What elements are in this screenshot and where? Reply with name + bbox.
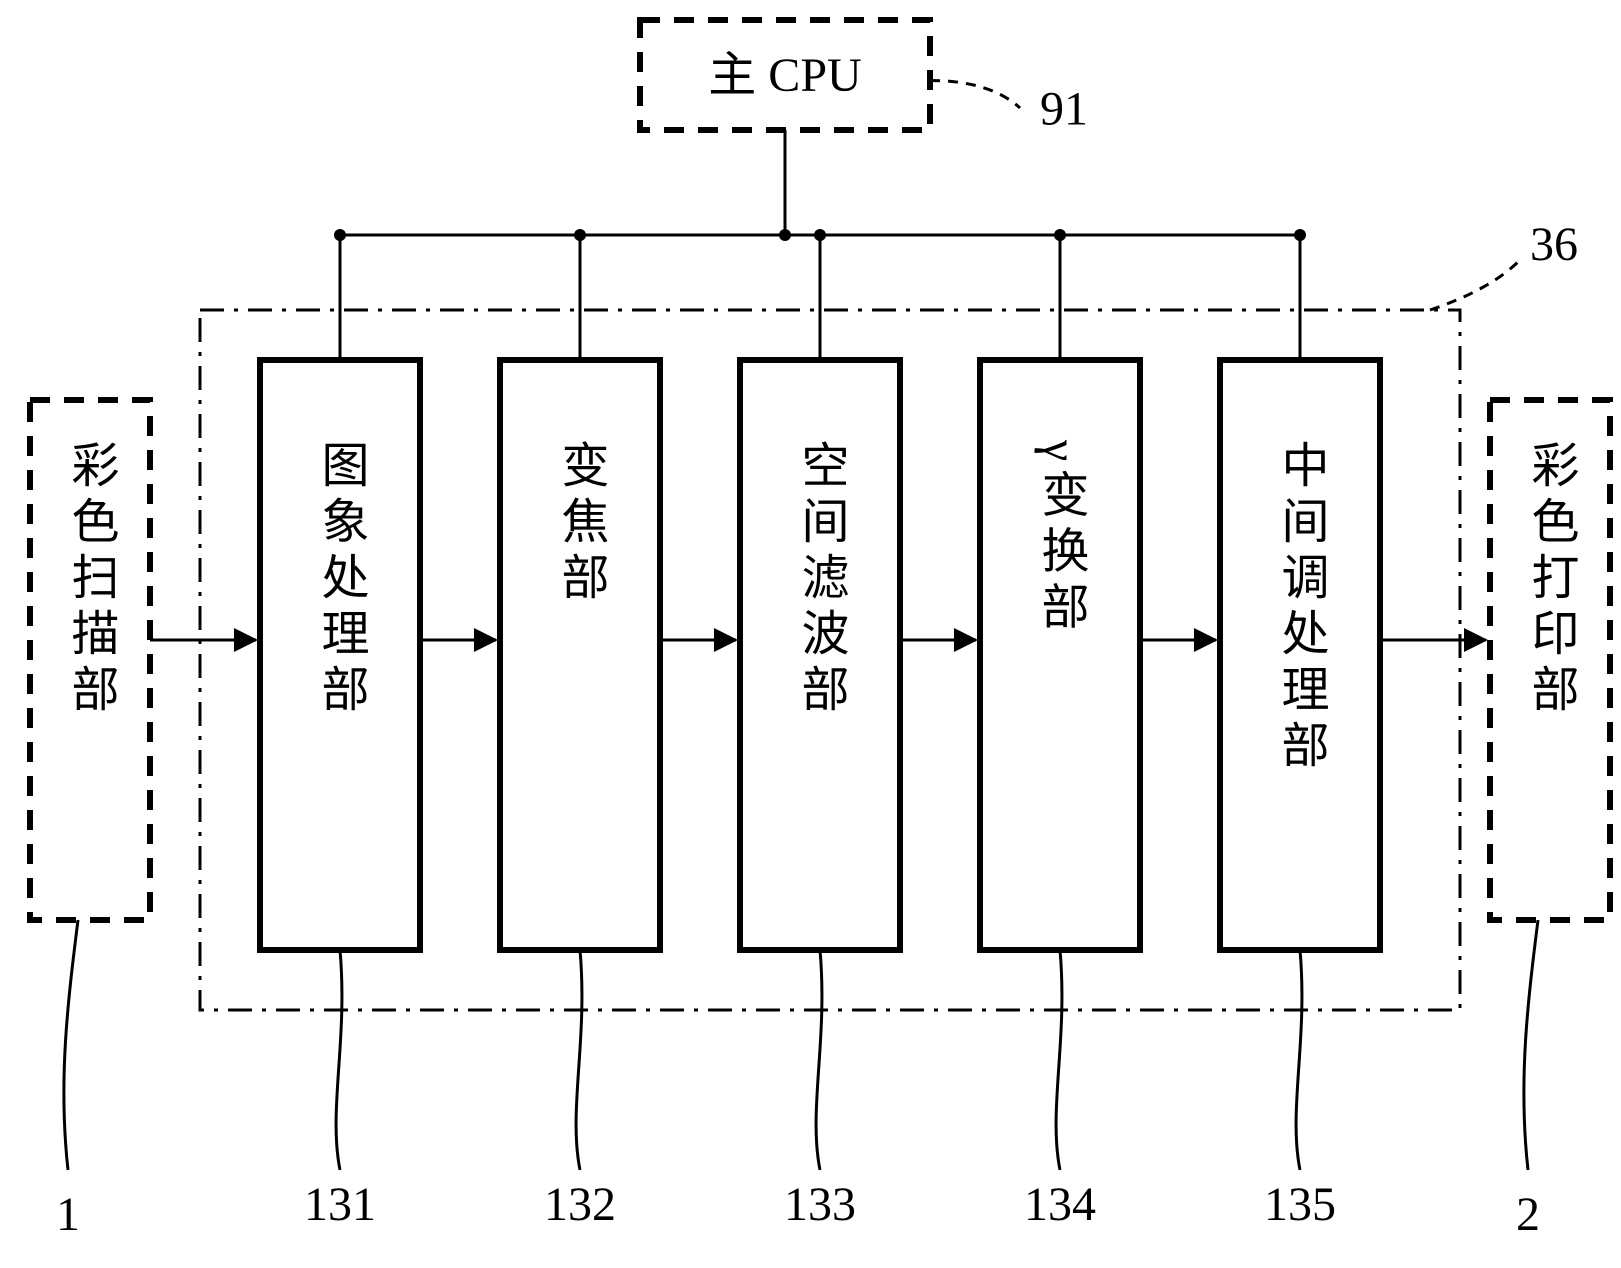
printer-label: 彩色打印部 [1524,440,1579,720]
junction-dot [779,229,791,241]
scanner-ref: 1 [56,1188,80,1241]
junction-dot [814,229,826,241]
printer-ref: 2 [1516,1188,1540,1241]
printer-leader [1524,920,1538,1170]
diagram-canvas: 主 CPU 91 36 彩色扫描部 1 彩色打印部 2 图象处理部 131 变焦部 132 空间滤波部… [0,0,1621,1268]
junction-dot [1054,229,1066,241]
block-leader [816,950,822,1170]
container-ref: 36 [1530,218,1578,271]
block-ref: 135 [1264,1178,1336,1231]
block-label: 图象处理部 [314,440,369,720]
junction-dot [334,229,346,241]
block-leader [1056,950,1062,1170]
block-label: 中间调处理部 [1274,440,1329,776]
scanner-label: 彩色扫描部 [64,440,119,720]
cpu-ref: 91 [1040,83,1088,136]
cpu-label: 主 CPU [708,49,861,102]
block-ref: 131 [304,1178,376,1231]
block-leader [1296,950,1302,1170]
block-leader [576,950,582,1170]
junction-dot [1294,229,1306,241]
block-label: γ变换部 [1034,439,1089,637]
block-label: 变焦部 [554,440,609,608]
block-leader [336,950,342,1170]
container-leader [1430,260,1520,310]
scanner-leader [64,920,78,1170]
block-ref: 134 [1024,1178,1096,1231]
block-label: 空间滤波部 [794,440,849,720]
block-ref: 133 [784,1178,856,1231]
junction-dot [574,229,586,241]
cpu-leader [930,81,1020,109]
block-ref: 132 [544,1178,616,1231]
